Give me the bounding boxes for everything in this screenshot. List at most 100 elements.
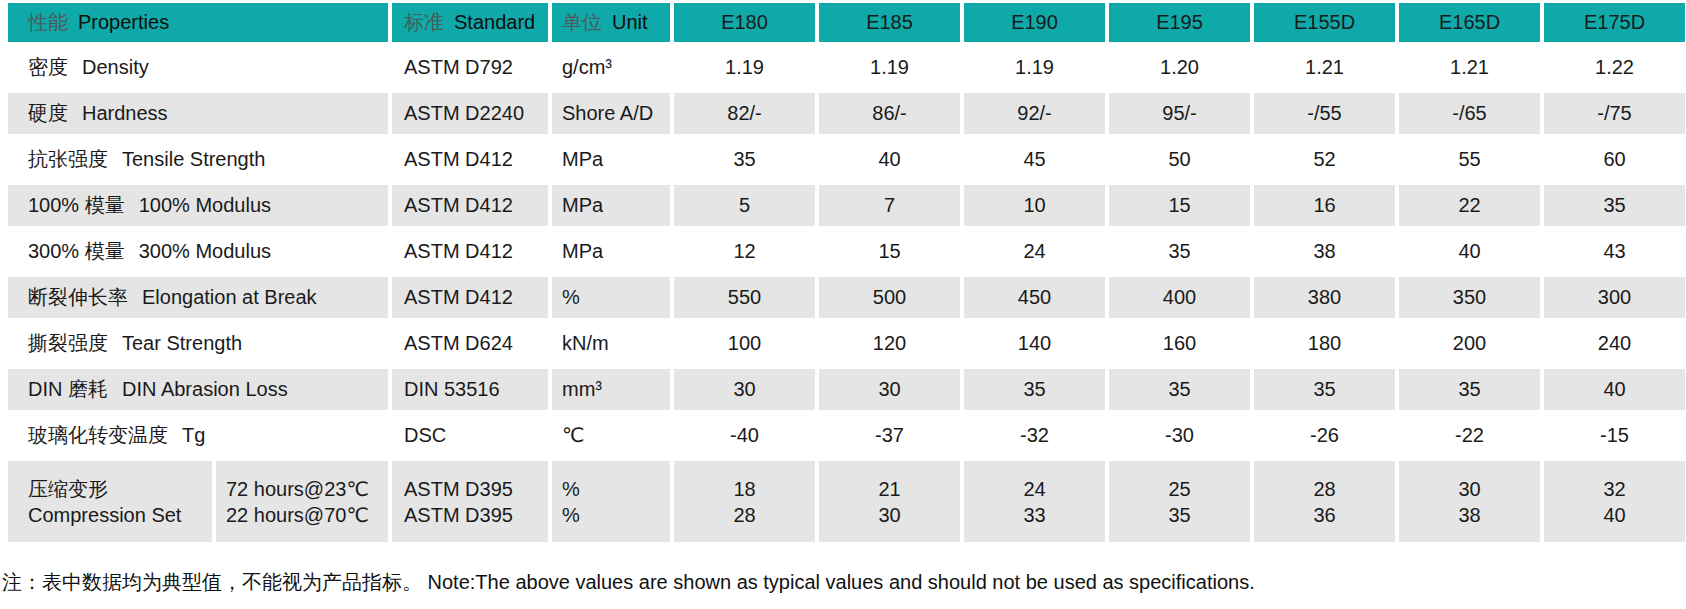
unit-cell: g/cm³ [548,47,670,88]
value-line: 36 [1254,502,1395,528]
value-cell: 1.22 [1540,47,1685,88]
value-cell: 12 [670,231,815,272]
value-cell: -30 [1105,415,1250,456]
value-cell: 400 [1105,277,1250,318]
property-cell: 抗张强度Tensile Strength [8,139,388,180]
property-cell: 断裂伸长率Elongation at Break [8,277,388,318]
value-line: 35 [1109,502,1250,528]
property-cell: DIN 磨耗DIN Abrasion Loss [8,369,388,410]
value-cell: 86/- [815,93,960,134]
value-cell: 7 [815,185,960,226]
value-cell: 160 [1105,323,1250,364]
value-line: 25 [1109,476,1250,502]
value-cell: 43 [1540,231,1685,272]
col-header-properties-cn: 性能 [28,11,68,33]
property-name-en: 100% Modulus [139,194,271,216]
table-row-compression-set: 压缩变形Compression Set72 hours@23℃22 hours@… [8,461,1685,542]
col-header-model-e180: E180 [670,3,815,42]
col-header-unit-en: Unit [612,11,648,33]
property-cell: 硬度Hardness [8,93,388,134]
value-cell: 22 [1395,185,1540,226]
unit-cell: MPa [548,231,670,272]
col-header-properties-en: Properties [78,11,169,33]
value-cell: 200 [1395,323,1540,364]
property-name-en: Elongation at Break [142,286,317,308]
value-line: 18 [674,476,815,502]
table-row: 硬度HardnessASTM D2240Shore A/D82/-86/-92/… [8,93,1685,134]
property-cell: 300% 模量300% Modulus [8,231,388,272]
value-cell: 1.21 [1250,47,1395,88]
value-line: 30 [1399,476,1540,502]
value-cell: 82/- [670,93,815,134]
condition-line: 72 hours@23℃ [226,476,388,502]
unit-cell: ℃ [548,415,670,456]
value-cell: 35 [670,139,815,180]
value-cell: 300 [1540,277,1685,318]
value-cell: -37 [815,415,960,456]
value-cell: 35 [1105,369,1250,410]
value-line: 28 [1254,476,1395,502]
value-cell: -/55 [1250,93,1395,134]
col-header-properties: 性能 Properties [8,3,388,42]
value-cell: 550 [670,277,815,318]
value-cell: 60 [1540,139,1685,180]
unit-cell: MPa [548,139,670,180]
value-cell: 240 [1540,323,1685,364]
property-name-en: Tear Strength [122,332,242,354]
value-cell: 380 [1250,277,1395,318]
value-cell: 180 [1250,323,1395,364]
property-name-en: Compression Set [28,502,212,528]
unit-cell: MPa [548,185,670,226]
col-header-model-e155d: E155D [1250,3,1395,42]
value-cell: 55 [1395,139,1540,180]
standard-cell: DIN 53516 [388,369,548,410]
col-header-unit-cn: 单位 [562,11,602,33]
property-name-cn: DIN 磨耗 [28,378,108,400]
value-line: 24 [964,476,1105,502]
value-cell: 2836 [1250,461,1395,542]
value-cell: -15 [1540,415,1685,456]
property-name-en: Tg [182,424,205,446]
col-header-standard: 标准Standard [388,3,548,42]
table-row: DIN 磨耗DIN Abrasion LossDIN 53516mm³30303… [8,369,1685,410]
property-name-cn: 密度 [28,56,68,78]
value-cell: 45 [960,139,1105,180]
standard-cell: ASTM D412 [388,139,548,180]
property-name-cn: 撕裂强度 [28,332,108,354]
value-cell: 2535 [1105,461,1250,542]
table-row: 玻璃化转变温度TgDSC℃-40-37-32-30-26-22-15 [8,415,1685,456]
value-cell: 40 [1395,231,1540,272]
table-header-row: 性能Properties 标准Standard 单位Unit E180 E185… [8,3,1685,42]
standard-cell: ASTM D792 [388,47,548,88]
value-cell: -/65 [1395,93,1540,134]
value-line: 32 [1544,476,1685,502]
value-cell: 95/- [1105,93,1250,134]
value-line: 38 [1399,502,1540,528]
standard-cell: ASTM D412 [388,185,548,226]
col-header-standard-en: Standard [454,11,535,33]
value-cell: -/75 [1540,93,1685,134]
table-row: 密度DensityASTM D792g/cm³1.191.191.191.201… [8,47,1685,88]
value-line: 30 [819,502,960,528]
value-cell: -40 [670,415,815,456]
value-line: 28 [674,502,815,528]
table-row: 300% 模量300% ModulusASTM D412MPa121524353… [8,231,1685,272]
datasheet-page: 性能Properties 标准Standard 单位Unit E180 E185… [0,0,1686,609]
value-cell: 35 [1540,185,1685,226]
value-cell: 1.19 [670,47,815,88]
property-name: 压缩变形Compression Set [8,461,212,542]
value-line: 21 [819,476,960,502]
unit-cell: Shore A/D [548,93,670,134]
property-name-cn: 抗张强度 [28,148,108,170]
condition-cell: 72 hours@23℃22 hours@70℃ [212,461,388,542]
standard-cell: ASTM D624 [388,323,548,364]
property-name-cn: 硬度 [28,102,68,124]
value-cell: 15 [1105,185,1250,226]
value-cell: 38 [1250,231,1395,272]
col-header-unit: 单位 Unit [548,3,670,42]
value-cell: 52 [1250,139,1395,180]
value-cell: 50 [1105,139,1250,180]
value-cell: 40 [815,139,960,180]
footnote: 注：表中数据均为典型值，不能视为产品指标。 Note:The above val… [2,569,1686,596]
value-line: 40 [1544,502,1685,528]
